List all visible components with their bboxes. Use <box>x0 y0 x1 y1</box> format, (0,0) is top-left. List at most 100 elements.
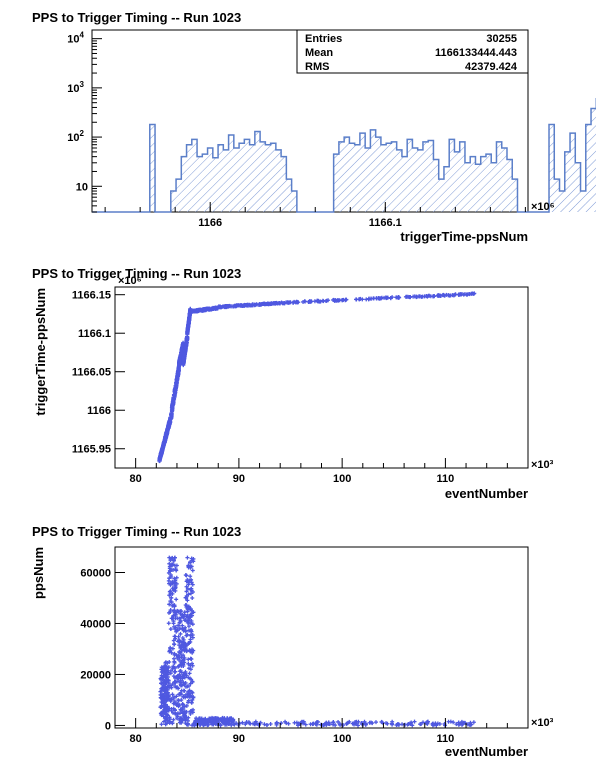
histogram-bin <box>428 140 434 212</box>
pps-point <box>352 722 357 727</box>
pps-point <box>190 650 195 655</box>
pps-point <box>187 671 192 676</box>
pps-point <box>226 721 231 726</box>
pps-point <box>174 581 179 586</box>
timing-scatter-chart: 1165.95 1166 1166.05 1166.1 1166.15 80 90 100 1… <box>33 275 554 501</box>
pps-point <box>186 641 191 646</box>
pps-point <box>167 648 172 653</box>
timing-point <box>186 324 191 329</box>
timing-point <box>175 376 180 381</box>
pps-point <box>176 634 181 639</box>
pps-point <box>170 682 175 687</box>
pps-point <box>160 709 165 714</box>
pps-point <box>189 577 194 582</box>
pps-point <box>184 589 189 594</box>
timing-point <box>164 431 169 436</box>
pps-point <box>166 665 171 670</box>
pps-point <box>178 611 183 616</box>
histogram-bin <box>433 159 439 212</box>
histogram-bin <box>270 143 276 212</box>
pps-point <box>176 664 181 669</box>
pps-point <box>170 692 175 697</box>
pps-point <box>336 719 341 724</box>
pps-point <box>169 685 174 690</box>
pps-point <box>175 627 180 632</box>
timing-point <box>171 401 176 406</box>
timing-point <box>272 301 277 306</box>
pps-point <box>179 608 184 613</box>
pps-point <box>292 720 297 725</box>
pps-point <box>373 720 378 725</box>
pps-point <box>191 707 196 712</box>
histogram-bin <box>422 141 429 212</box>
histogram-bin <box>228 135 234 212</box>
pps-point <box>237 721 242 726</box>
pps-point <box>186 675 191 680</box>
histogram-bin <box>197 156 203 212</box>
pps-point <box>184 595 189 600</box>
histogram-bin <box>564 151 571 212</box>
histogram-bin <box>260 141 266 212</box>
histogram-bin <box>191 139 198 212</box>
pps-point <box>185 614 190 619</box>
histogram-bin <box>254 131 261 212</box>
pps-point <box>268 721 273 726</box>
timing-point <box>470 291 475 296</box>
pps-point <box>284 721 289 726</box>
pps-point <box>168 592 173 597</box>
histogram-bin <box>443 166 450 212</box>
pps-point <box>173 684 178 689</box>
timing-x-tick-label: 80 <box>130 473 142 485</box>
histogram-bin <box>380 144 387 212</box>
pps-point <box>183 692 188 697</box>
histogram-bin <box>501 147 507 212</box>
pps-point <box>171 619 176 624</box>
timing-point <box>418 294 423 299</box>
stats-entries-value: 30255 <box>486 33 517 45</box>
pps-point <box>187 688 192 693</box>
pps-point <box>363 721 368 726</box>
histogram-bin <box>454 151 460 212</box>
pps-point <box>190 595 195 600</box>
timing-y-tick-label: 1166.15 <box>72 290 111 302</box>
pps-point <box>173 665 178 670</box>
pps-point <box>303 722 308 727</box>
histogram-bin <box>275 149 282 212</box>
histogram-outline <box>92 98 596 213</box>
pps-point <box>171 701 176 706</box>
pps-point <box>166 693 171 698</box>
pps-point <box>185 620 190 625</box>
pps-point <box>173 627 178 632</box>
pps-point <box>171 717 176 722</box>
pps-point <box>161 683 166 688</box>
pps-point <box>172 603 177 608</box>
pps-point <box>162 673 167 678</box>
histogram-bin <box>575 162 581 212</box>
timing-point <box>238 303 243 308</box>
histogram-bin <box>449 139 455 212</box>
pps-point <box>163 661 168 666</box>
histogram-bin <box>491 162 497 212</box>
histogram-bin <box>549 124 555 212</box>
pps-point <box>173 578 178 583</box>
histogram-x-tick-label: 1166.1 <box>369 217 402 229</box>
histogram-bin <box>554 179 560 212</box>
pps-point <box>169 616 174 621</box>
histogram-bin <box>223 149 229 212</box>
histogram-y-tick-label: 104 <box>67 31 84 46</box>
timing-point <box>174 382 179 387</box>
pps-point <box>396 721 401 726</box>
histogram-bin <box>359 133 366 212</box>
pps-point <box>384 721 389 726</box>
timing-point <box>185 337 190 342</box>
pps-point <box>183 645 188 650</box>
pps-point <box>177 692 182 697</box>
pps-point <box>451 720 456 725</box>
timing-point <box>397 295 402 300</box>
pps-point <box>188 637 193 642</box>
timing-point <box>176 370 181 375</box>
histogram-bin <box>239 143 245 212</box>
histogram-bin <box>212 157 219 212</box>
pps-y-tick-label: 0 <box>105 720 111 732</box>
pps-point <box>168 668 173 673</box>
